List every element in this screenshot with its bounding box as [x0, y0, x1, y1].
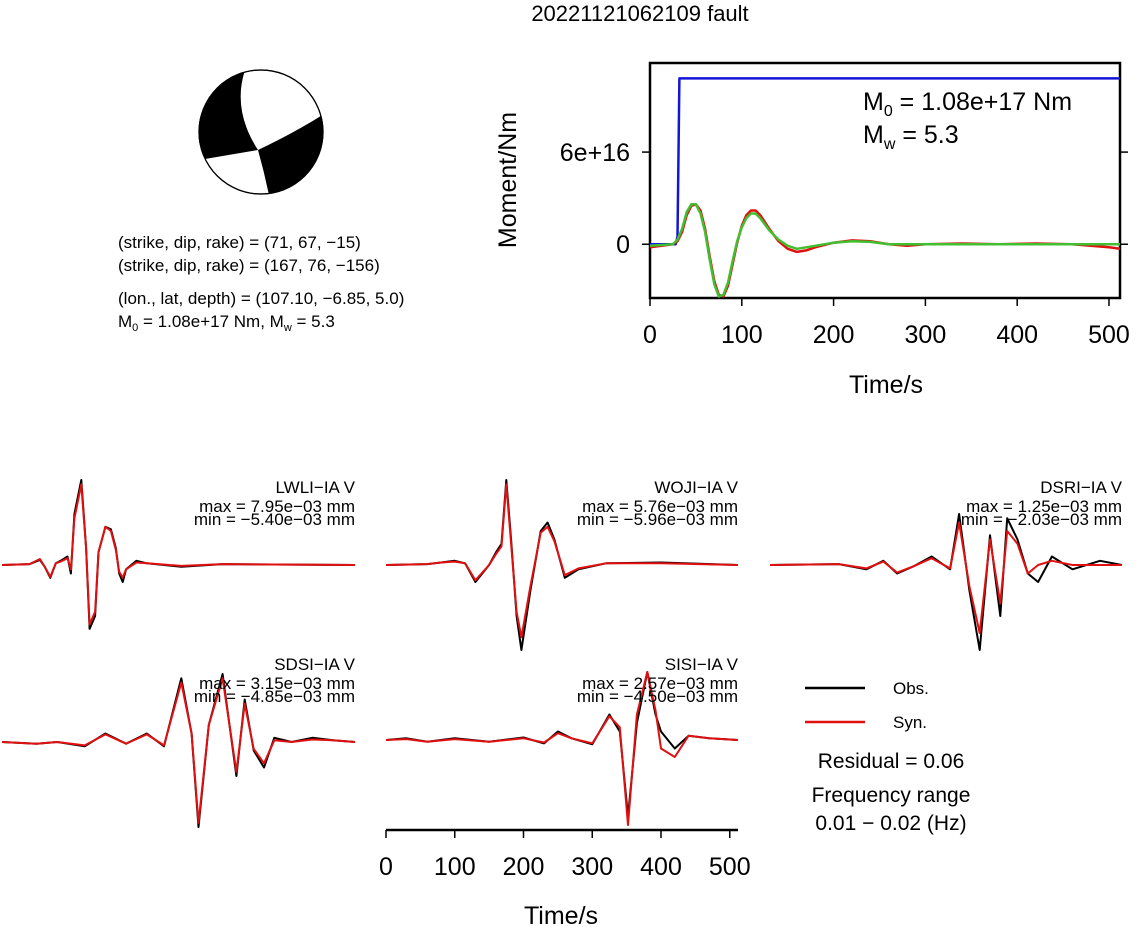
station-name: SISI−IA V: [665, 655, 739, 674]
station-max: max = 3.15e−03 mm: [199, 674, 355, 693]
station-min: min = −4.85e−03 mm: [194, 687, 355, 706]
syn-trace: [1, 483, 356, 626]
waveform-xtick-label: 300: [571, 853, 613, 881]
moment-m0-annotation: M0 = 1.08e+17 Nm: [863, 88, 1072, 120]
waveform-xlabel: Time/s: [524, 902, 598, 927]
legend-syn: Syn.: [893, 713, 927, 732]
moment-rate-red-line: [649, 203, 1121, 298]
station-min: min = −4.50e−03 mm: [577, 687, 738, 706]
station-max: max = 5.76e−03 mm: [582, 497, 738, 516]
moment-mw-annotation: Mw = 5.3: [863, 121, 959, 153]
figure-title: 20221121062109 fault: [531, 1, 748, 26]
syn-trace: [385, 483, 739, 639]
waveform-xtick-label: 100: [434, 853, 476, 881]
syn-trace: [385, 671, 739, 826]
moment-ytick-label: 6e+16: [560, 139, 630, 167]
station-name: WOJI−IA V: [654, 478, 738, 497]
residual-label: Residual = 0.06: [818, 750, 965, 773]
moment-xlabel: Time/s: [849, 371, 923, 399]
station-min: min = −5.96e−03 mm: [577, 510, 738, 529]
frequency-range-value: 0.01 − 0.02 (Hz): [815, 812, 966, 835]
mechanism-line-1: (strike, dip, rake) = (71, 67, −15): [118, 233, 361, 252]
obs-trace: [769, 513, 1123, 651]
waveform-xtick-label: 0: [379, 853, 393, 881]
moment-ylabel: Moment/Nm: [494, 112, 522, 248]
moment-xtick-label: 100: [721, 321, 763, 349]
moment-xtick-label: 500: [1088, 321, 1130, 349]
moment-xtick-label: 200: [813, 321, 855, 349]
moment-xtick-label: 400: [996, 321, 1038, 349]
moment-xtick-label: 0: [643, 321, 657, 349]
syn-trace: [1, 677, 356, 824]
mechanism-line-2: (strike, dip, rake) = (167, 76, −156): [118, 256, 380, 275]
waveform-xtick-label: 500: [709, 853, 751, 881]
beachball: [198, 69, 324, 195]
moment-axis-ticks: 0 100 200 300 400 500 0 6e+16: [560, 139, 1130, 349]
mechanism-line-3: (lon., lat, depth) = (107.10, −6.85, 5.0…: [118, 289, 404, 308]
moment-rate-green-line: [649, 203, 1120, 298]
mechanism-line-4: M0 = 1.08e+17 Nm, Mw = 5.3: [118, 312, 335, 334]
station-max: max = 1.25e−03 mm: [966, 497, 1122, 516]
syn-trace: [769, 521, 1122, 634]
moment-ytick-label: 0: [616, 231, 630, 259]
station-max: max = 7.95e−03 mm: [199, 497, 355, 516]
frequency-range-label: Frequency range: [812, 784, 971, 807]
moment-series: [649, 77, 1121, 298]
station-max: max = 2.57e−03 mm: [582, 674, 738, 693]
waveform-xtick-label: 200: [503, 853, 545, 881]
legend-obs: Obs.: [893, 679, 929, 698]
station-name: DSRI−IA V: [1040, 478, 1122, 497]
moment-plot-frame: [648, 61, 1122, 300]
waveform-time-axis: 0 100 200 300 400 500: [379, 828, 751, 881]
station-name: LWLI−IA V: [275, 478, 355, 497]
moment-xtick-label: 300: [905, 321, 947, 349]
station-min: min = −2.03e−03 mm: [961, 510, 1122, 529]
station-min: min = −5.40e−03 mm: [194, 510, 355, 529]
waveform-xtick-label: 400: [640, 853, 682, 881]
legend: Obs. Syn.: [805, 679, 929, 732]
station-name: SDSI−IA V: [274, 655, 355, 674]
